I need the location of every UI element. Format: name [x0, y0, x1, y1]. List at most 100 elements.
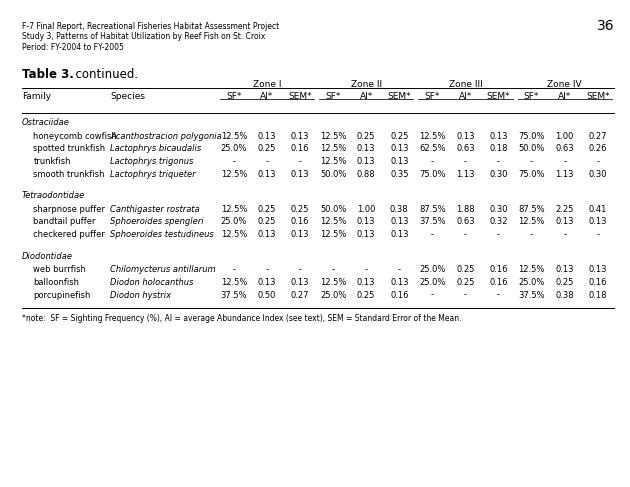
Text: 0.18: 0.18: [490, 144, 508, 153]
Text: 0.63: 0.63: [456, 218, 475, 226]
Text: -: -: [464, 157, 467, 166]
Text: porcupinefish: porcupinefish: [33, 291, 91, 300]
Text: 0.25: 0.25: [291, 205, 309, 214]
Text: 25.0%: 25.0%: [320, 291, 347, 300]
Text: 0.13: 0.13: [258, 170, 276, 179]
Text: -: -: [265, 265, 268, 274]
Text: -: -: [398, 265, 401, 274]
Text: Lactophrys bicaudalis: Lactophrys bicaudalis: [110, 144, 202, 153]
Text: 87.5%: 87.5%: [518, 205, 545, 214]
Text: -: -: [563, 157, 566, 166]
Text: Sphoeroides spengleri: Sphoeroides spengleri: [110, 218, 204, 226]
Text: -: -: [299, 157, 302, 166]
Text: 12.5%: 12.5%: [320, 144, 347, 153]
Text: 0.25: 0.25: [357, 131, 375, 141]
Text: 0.13: 0.13: [456, 131, 474, 141]
Text: 0.16: 0.16: [490, 265, 508, 274]
Text: 0.25: 0.25: [258, 218, 276, 226]
Text: 25.0%: 25.0%: [419, 278, 445, 287]
Text: Diodon holocanthus: Diodon holocanthus: [110, 278, 193, 287]
Text: 0.13: 0.13: [258, 230, 276, 239]
Text: -: -: [265, 157, 268, 166]
Text: 75.0%: 75.0%: [419, 170, 445, 179]
Text: 1.00: 1.00: [556, 131, 574, 141]
Text: -: -: [232, 265, 236, 274]
Text: bandtail puffer: bandtail puffer: [33, 218, 96, 226]
Text: Sphoeroides testudineus: Sphoeroides testudineus: [110, 230, 214, 239]
Text: 0.13: 0.13: [357, 144, 375, 153]
Text: 0.25: 0.25: [357, 291, 375, 300]
Text: 75.0%: 75.0%: [518, 170, 545, 179]
Text: 0.13: 0.13: [588, 218, 607, 226]
Text: -: -: [596, 157, 599, 166]
Text: *note:  SF = Sighting Frequency (%), AI = average Abundance Index (see text), SE: *note: SF = Sighting Frequency (%), AI =…: [22, 314, 462, 323]
Text: 0.13: 0.13: [357, 218, 375, 226]
Text: Canthigaster rostrata: Canthigaster rostrata: [110, 205, 200, 214]
Text: 25.0%: 25.0%: [419, 265, 445, 274]
Text: 0.13: 0.13: [556, 265, 574, 274]
Text: 37.5%: 37.5%: [419, 218, 445, 226]
Text: 0.88: 0.88: [357, 170, 375, 179]
Text: 87.5%: 87.5%: [419, 205, 445, 214]
Text: 0.13: 0.13: [556, 218, 574, 226]
Text: trunkfish: trunkfish: [33, 157, 71, 166]
Text: SF*: SF*: [425, 92, 440, 101]
Text: 12.5%: 12.5%: [220, 230, 247, 239]
Text: -: -: [596, 230, 599, 239]
Text: SEM*: SEM*: [586, 92, 609, 101]
Text: 0.32: 0.32: [490, 218, 508, 226]
Text: Zone I: Zone I: [253, 80, 281, 89]
Text: 0.25: 0.25: [456, 265, 474, 274]
Text: 0.16: 0.16: [291, 144, 309, 153]
Text: 0.13: 0.13: [357, 157, 375, 166]
Text: 1.13: 1.13: [556, 170, 574, 179]
Text: -: -: [232, 157, 236, 166]
Text: 0.25: 0.25: [456, 278, 474, 287]
Text: 0.30: 0.30: [490, 205, 508, 214]
Text: 0.63: 0.63: [555, 144, 574, 153]
Text: 0.16: 0.16: [390, 291, 408, 300]
Text: 50.0%: 50.0%: [320, 170, 347, 179]
Text: 0.25: 0.25: [258, 205, 276, 214]
Text: SF*: SF*: [524, 92, 539, 101]
Text: 12.5%: 12.5%: [320, 157, 347, 166]
Text: 0.25: 0.25: [390, 131, 408, 141]
Text: Diodon hystrix: Diodon hystrix: [110, 291, 171, 300]
Text: 2.25: 2.25: [556, 205, 574, 214]
Text: smooth trunkfish: smooth trunkfish: [33, 170, 105, 179]
Text: 62.5%: 62.5%: [419, 144, 445, 153]
Text: 12.5%: 12.5%: [320, 230, 347, 239]
Text: Table 3.: Table 3.: [22, 68, 74, 81]
Text: AI*: AI*: [558, 92, 571, 101]
Text: 0.25: 0.25: [258, 144, 276, 153]
Text: 12.5%: 12.5%: [518, 218, 545, 226]
Text: 0.27: 0.27: [588, 131, 607, 141]
Text: 1.13: 1.13: [456, 170, 474, 179]
Text: 0.13: 0.13: [357, 278, 375, 287]
Text: 0.13: 0.13: [291, 131, 309, 141]
Text: F-7 Final Report, Recreational Fisheries Habitat Assessment Project
Study 3, Pat: F-7 Final Report, Recreational Fisheries…: [22, 22, 279, 52]
Text: 0.35: 0.35: [390, 170, 408, 179]
Text: 12.5%: 12.5%: [220, 278, 247, 287]
Text: 0.27: 0.27: [291, 291, 309, 300]
Text: Zone III: Zone III: [449, 80, 483, 89]
Text: -: -: [530, 230, 533, 239]
Text: 1.00: 1.00: [357, 205, 375, 214]
Text: 12.5%: 12.5%: [518, 265, 545, 274]
Text: 36: 36: [597, 19, 614, 34]
Text: -: -: [299, 265, 302, 274]
Text: 0.50: 0.50: [258, 291, 276, 300]
Text: AI*: AI*: [360, 92, 373, 101]
Text: 25.0%: 25.0%: [518, 278, 545, 287]
Text: 12.5%: 12.5%: [320, 218, 347, 226]
Text: 0.13: 0.13: [291, 170, 309, 179]
Text: 0.38: 0.38: [390, 205, 409, 214]
Text: Tetraodontidae: Tetraodontidae: [22, 191, 85, 201]
Text: -: -: [563, 230, 566, 239]
Text: 12.5%: 12.5%: [320, 278, 347, 287]
Text: 12.5%: 12.5%: [220, 205, 247, 214]
Text: Lactophrys triqueter: Lactophrys triqueter: [110, 170, 196, 179]
Text: web burrfish: web burrfish: [33, 265, 86, 274]
Text: 0.13: 0.13: [291, 230, 309, 239]
Text: -: -: [431, 157, 434, 166]
